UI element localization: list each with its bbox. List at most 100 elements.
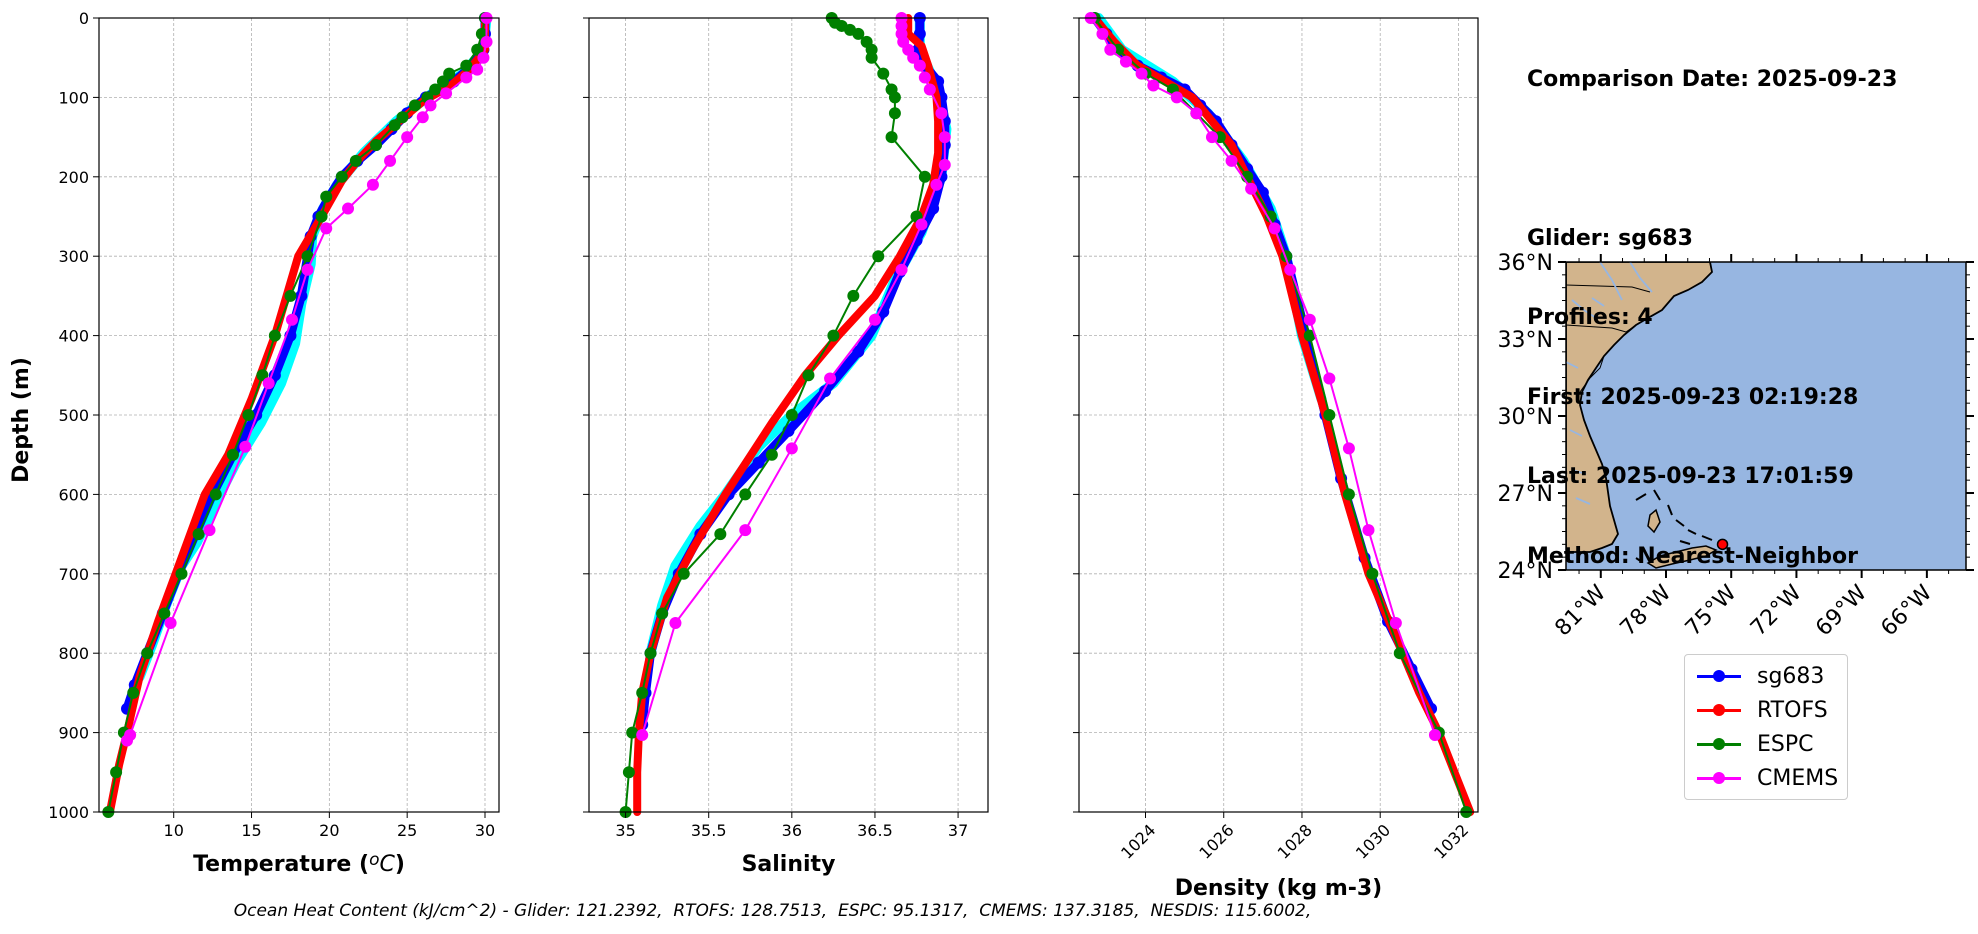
data-point-CMEMS [460,71,473,84]
density-ticks: 1024 1026 1028 1030 1032 [1073,17,1472,863]
series-line-CMEMS [641,17,946,736]
data-point-CMEMS [739,524,752,537]
depth-y-label: Depth (m) [9,357,34,483]
data-point-ESPC [301,250,314,263]
x-tick-label: 20 [319,821,339,840]
data-point-ESPC [656,607,669,620]
degree-superscript: o [369,850,379,870]
data-point-CMEMS [868,313,881,326]
data-point-ESPC [141,647,154,660]
x-tick-label: 25 [397,821,417,840]
temperature-profile-panel: 10 15 20 25 30010020030040050060070080090010… [9,9,500,877]
data-point-CMEMS [424,99,437,112]
last-profile-time: Last: 2025-09-23 17:01:59 [1527,464,1854,489]
data-point-ESPC [1323,409,1336,421]
data-point-ESPC [349,154,362,167]
x-tick-label: 35.5 [691,821,727,840]
data-point-CMEMS [1147,79,1160,92]
data-point-ESPC [677,567,690,580]
y-tick-label: 500 [58,406,89,425]
map-land-cuba [1646,545,1718,569]
data-point-CMEMS [895,263,908,276]
x-tick-label: 30 [475,821,495,840]
data-point-ESPC [1366,567,1379,580]
x-tick-label: 36.5 [857,821,893,840]
lat-label: 24°N [1498,559,1553,584]
salinity-profile-panel: 35 35.5 36 36.5 37 Salinity [583,12,989,877]
data-point-ESPC [226,448,239,461]
profile-count: Profiles: 4 [1527,305,1653,330]
comparison-info: Comparison Date: 2025-09-23 Glider: sg68… [1527,14,1897,597]
data-point-ESPC [1393,647,1406,660]
lat-label: 30°N [1498,405,1553,430]
legend-marker [1713,670,1725,682]
data-point-CMEMS [669,617,682,630]
series-line-CMEMS [1089,17,1436,736]
data-point-CMEMS [1135,67,1148,80]
data-point-ESPC [888,91,901,104]
data-point-ESPC [436,75,449,88]
data-point-ESPC [644,647,657,660]
data-point-CMEMS [785,442,798,455]
x-tick-label: 36 [782,821,802,840]
legend-label: RTOFS [1757,697,1828,723]
series-line-sg683 [122,13,490,714]
data-point-CMEMS [935,107,948,120]
map-land-andros [1647,508,1661,534]
data-point-CMEMS [320,222,333,235]
y-tick-label: 0 [79,9,89,28]
data-point-ESPC [827,329,840,342]
data-point-ESPC [320,190,333,203]
map-bahamas-islands [1635,489,1713,563]
data-point-ESPC [626,726,639,739]
map-land-southeast-us [1566,262,1713,553]
data-point-ESPC [429,83,442,96]
data-point-sg683 [927,202,940,215]
series-line-CMEMS [126,17,488,742]
data-point-CMEMS [915,218,928,231]
data-point-ESPC [408,99,421,112]
legend-swatch [1693,765,1745,791]
density-x-label: Density (kg m-3) [1175,876,1383,901]
celsius-unit: C [379,852,395,877]
legend-label: CMEMS [1757,765,1839,791]
temperature-x-label: Temperature (oC) [193,850,405,877]
data-point-CMEMS [342,202,355,215]
data-point-CMEMS [401,131,414,144]
legend-item-rtofs: RTOFS [1693,697,1828,723]
lat-label: 27°N [1498,482,1553,507]
data-point-ESPC [396,111,409,124]
data-point-ESPC [888,107,901,120]
data-point-ESPC [765,448,778,461]
temperature-grid [99,17,499,813]
series-line-sg683 [637,13,950,730]
lat-label: 33°N [1498,328,1553,353]
lat-label: 36°N [1498,251,1553,276]
data-point-ESPC [242,409,255,421]
data-point-CMEMS [164,617,177,630]
y-tick-label: 1000 [48,803,89,822]
data-point-CMEMS [1206,131,1218,144]
data-point-CMEMS [1268,222,1281,235]
data-point-ESPC [802,369,815,382]
temperature-series-group [102,12,493,818]
ocean-heat-content-footer: Ocean Heat Content (kJ/cm^2) - Glider: 1… [233,901,1312,921]
x-tick-label: 15 [241,821,261,840]
data-point-ESPC [918,170,931,183]
data-point-ESPC [1303,329,1316,342]
x-tick-label: 37 [948,821,968,840]
data-point-ESPC [1264,210,1277,223]
interpolation-method: Method: Nearest-Neighbor [1527,543,1858,569]
legend-label: sg683 [1757,663,1825,689]
data-point-sg683 [752,456,765,469]
data-point-ESPC [175,567,188,580]
glider-location-marker [1716,538,1729,551]
data-point-ESPC [847,289,860,302]
salinity-x-label: Salinity [742,852,836,877]
y-tick-label: 400 [58,327,89,346]
data-point-CMEMS [907,51,920,64]
data-point-sg683 [852,345,865,358]
data-point-CMEMS [203,524,216,537]
paren: ) [395,852,405,877]
data-point-CMEMS [913,59,926,72]
